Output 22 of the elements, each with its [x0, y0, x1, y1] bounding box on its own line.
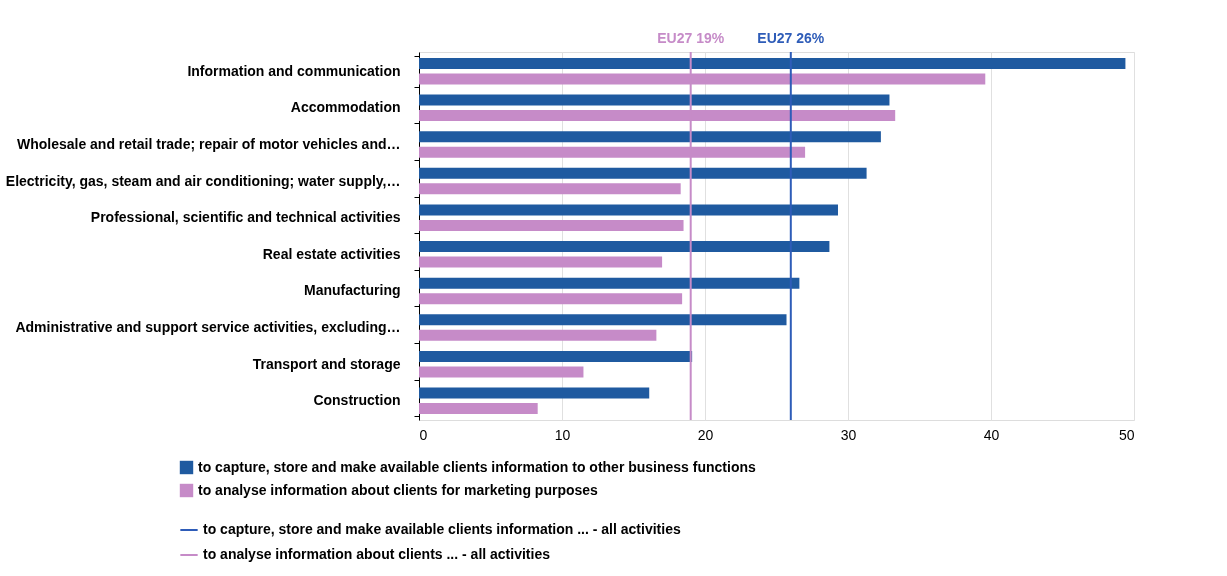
x-tick-label: 10 [554, 426, 571, 443]
x-tick-label: 0 [419, 426, 428, 443]
x-tick-label: 40 [983, 426, 1000, 443]
x-tick-label: 30 [840, 426, 857, 443]
y-tick-label: Construction [313, 392, 401, 409]
legend-label: to capture, store and make available clients information ... - all activities [203, 521, 681, 537]
x-tick-label: 50 [1118, 426, 1135, 443]
y-tick-label: Information and communication [187, 62, 401, 79]
y-tick-label: Accommodation [290, 99, 401, 116]
y-tick-label: Real estate activities [262, 245, 401, 262]
y-tick-label: Wholesale and retail trade; repair of motor vehicles and… [16, 135, 401, 152]
legend-label: to analyse information about clients ... - all activities [203, 546, 551, 562]
legend-label: to capture, store and make available clients information to other business functions [198, 458, 756, 475]
x-tick-label: 20 [697, 426, 714, 443]
y-tick-label: Electricity, gas, steam and air conditioning; water supply,… [5, 172, 401, 189]
text: EU27 19% [657, 30, 725, 46]
legend-label: to analyse information about clients for marketing purposes [198, 481, 599, 498]
text: EU27 26% [757, 30, 825, 46]
y-tick-label: Professional, scientific and technical activities [90, 209, 401, 226]
y-tick-label: Transport and storage [252, 355, 401, 372]
y-tick-label: Manufacturing [304, 282, 401, 299]
y-tick-label: Administrative and support service activities, excluding… [15, 319, 401, 336]
